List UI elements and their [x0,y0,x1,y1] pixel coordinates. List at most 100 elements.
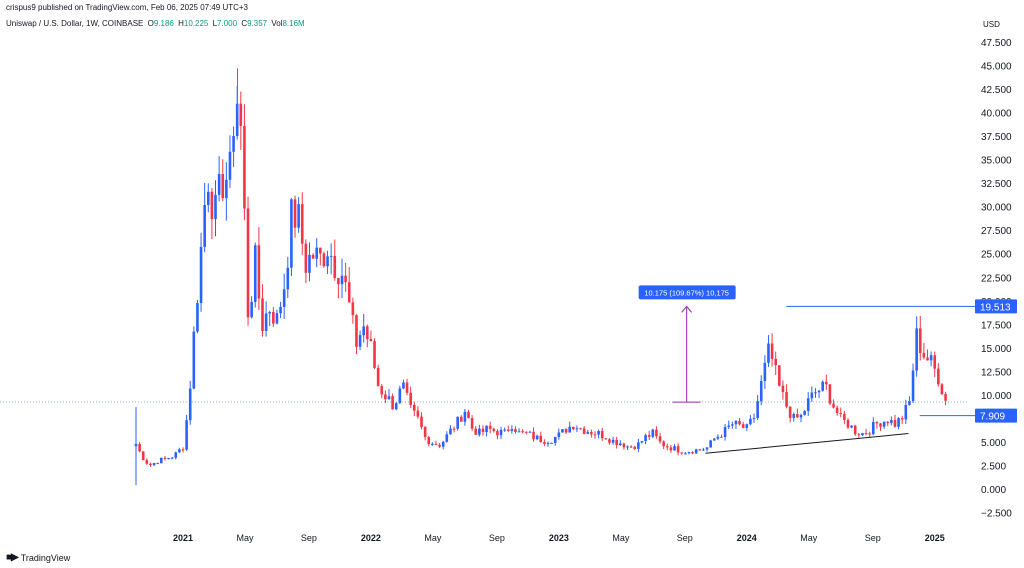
ohlc-low-value: 7.000 [217,19,238,28]
y-tick-label: 5.000 [981,438,1006,449]
candle-body [778,365,781,386]
candle-body [351,302,355,316]
candle-body [178,449,181,453]
candle-body [543,442,546,444]
candle-body [846,419,850,428]
measure-label-box[interactable] [638,285,736,300]
candle-body [832,403,835,408]
candle-body [600,431,604,439]
candle-body [799,414,803,418]
candle-body [684,453,687,455]
candle-body [431,443,434,445]
candle-body [329,255,333,257]
y-tick-label: 47.500 [981,38,1012,49]
candle-body [199,246,203,304]
candle-body [167,458,170,460]
candle-body [850,425,853,428]
candle-body [734,420,738,425]
y-tick-label: −2.500 [981,509,1012,520]
candle-body [293,199,297,228]
candle-body [156,463,159,465]
candle-body [214,194,217,220]
candle-body [893,419,897,427]
x-tick-label: 2022 [361,533,381,543]
candle-body [918,328,922,354]
candle-body [933,355,937,369]
tradingview-logo-icon: ■▶ [6,552,19,563]
candle-body [264,313,268,331]
candle-body [604,438,608,440]
candle-body [590,432,593,435]
candle-body [405,382,409,393]
candle-body [824,381,828,385]
candle-body [911,370,915,402]
candle-body [290,199,293,268]
candle-body [528,431,532,433]
level-price-tag [975,299,1017,314]
candle-body [785,392,788,407]
candle-body [474,428,478,435]
candle-body [188,388,192,421]
candle-body [438,444,441,447]
candle-body [803,410,806,415]
candle-body [337,277,340,285]
candle-body [185,420,188,450]
y-tick-label: 37.500 [981,132,1012,143]
candle-body [463,411,467,422]
candle-body [300,204,304,244]
candle-body [788,406,792,418]
candle-body [611,439,615,443]
candle-body [546,442,550,444]
candle-body [459,416,463,422]
candle-body [308,254,311,273]
candle-body [282,289,286,307]
candle-body [694,449,698,454]
candle-body [593,434,597,436]
candle-body [206,191,210,206]
candle-body [669,447,673,451]
candle-body [622,443,626,448]
candle-body [149,463,152,466]
candle-body [488,425,492,429]
candle-body [835,407,839,414]
candle-body [481,428,485,433]
measure-label: 10.175 (109.67%) 10,175 [644,288,729,297]
y-tick-label: 10.000 [981,391,1012,402]
candle-body [702,449,705,451]
candle-body [637,442,640,449]
candle-body [705,447,709,450]
candle-body [159,457,163,464]
candle-body [376,367,380,387]
candle-body [467,411,470,419]
symbol-title: Uniswap / U.S. Dollar, 1W, COINBASE [6,19,144,28]
candle-body [749,418,752,425]
candle-body [904,404,908,420]
candle-body [857,434,861,436]
candle-body [521,431,525,433]
candle-body [221,174,225,199]
candle-body [745,424,749,428]
candle-body [445,434,449,442]
candle-body [297,204,300,228]
candle-body [929,355,933,361]
candle-body [806,398,810,411]
candle-body [608,439,611,443]
y-tick-label: 2.500 [981,461,1006,472]
candle-body [217,174,221,195]
candle-body [539,435,543,443]
candle-body [239,103,243,126]
candle-body [651,429,655,437]
candle-body [181,449,185,451]
support-trendline[interactable] [705,433,909,454]
candle-body [868,433,871,435]
candle-body [409,392,412,405]
candle-body [427,437,431,445]
candle-body [810,392,814,399]
candle-body [402,382,405,389]
candle-body [817,390,821,393]
candle-body [391,396,394,410]
candle-body [879,423,882,427]
candle-body [503,429,506,431]
candle-body [485,425,488,433]
